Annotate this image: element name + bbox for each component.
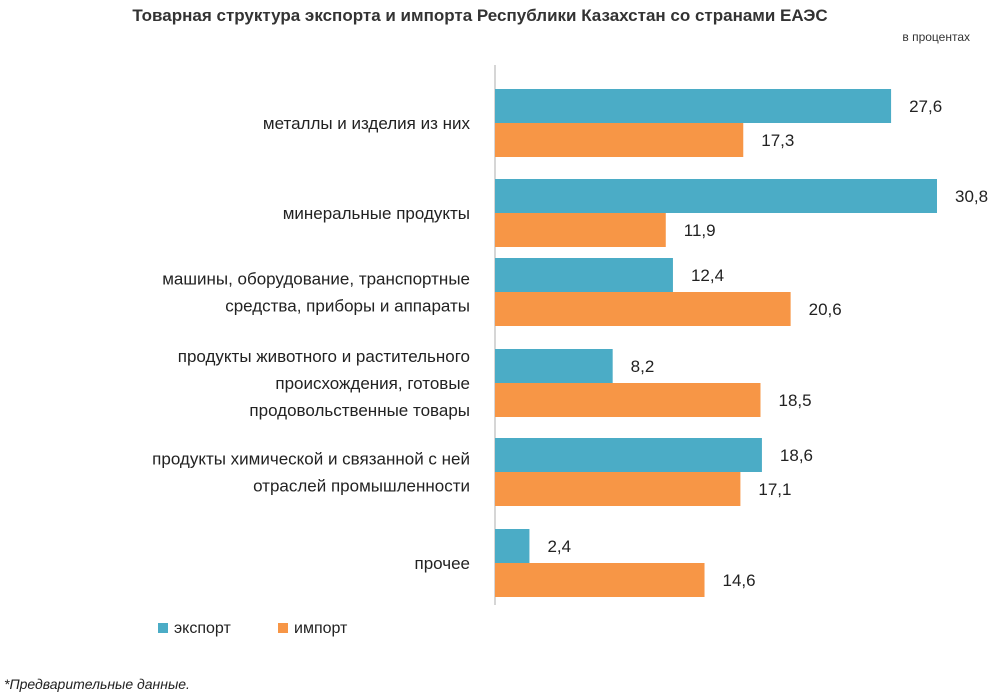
- data-label: 18,6: [780, 446, 813, 465]
- category-label: средства, приборы и аппараты: [225, 297, 470, 316]
- legend-label: экспорт: [174, 620, 231, 637]
- data-label: 17,3: [761, 131, 794, 150]
- category-label: машины, оборудование, транспортные: [162, 270, 470, 289]
- bar-импорт: [495, 563, 705, 597]
- bar-импорт: [495, 383, 761, 417]
- bar-импорт: [495, 292, 791, 326]
- legend-label: импорт: [294, 620, 348, 637]
- bar-экспорт: [495, 438, 762, 472]
- data-label: 27,6: [909, 97, 942, 116]
- data-label: 12,4: [691, 266, 724, 285]
- category-label: продовольственные товары: [249, 401, 470, 420]
- chart-subtitle: в процентах: [902, 30, 970, 44]
- bar-экспорт: [495, 349, 613, 383]
- legend-swatch-экспорт: [158, 623, 168, 633]
- bar-импорт: [495, 472, 741, 506]
- category-label: металлы и изделия из них: [263, 114, 471, 133]
- bar-экспорт: [495, 529, 530, 563]
- bar-экспорт: [495, 89, 892, 123]
- bar-импорт: [495, 123, 744, 157]
- data-label: 20,6: [809, 300, 842, 319]
- category-label: отраслей промышленности: [253, 477, 470, 496]
- bar-экспорт: [495, 258, 673, 292]
- data-label: 8,2: [631, 357, 655, 376]
- legend-swatch-импорт: [278, 623, 288, 633]
- category-label: происхождения, готовые: [275, 374, 470, 393]
- category-label: минеральные продукты: [283, 204, 470, 223]
- category-label: продукты животного и растительного: [178, 347, 470, 366]
- data-label: 18,5: [778, 391, 811, 410]
- footnote: *Предварительные данные.: [4, 676, 190, 692]
- bar-импорт: [495, 213, 666, 247]
- data-label: 30,8: [955, 187, 988, 206]
- category-label: продукты химической и связанной с ней: [152, 450, 470, 469]
- chart-title: Товарная структура экспорта и импорта Ре…: [132, 6, 828, 25]
- data-label: 17,1: [758, 480, 791, 499]
- data-label: 11,9: [684, 221, 716, 240]
- data-label: 2,4: [547, 537, 571, 556]
- bar-экспорт: [495, 179, 937, 213]
- category-label: прочее: [414, 554, 470, 573]
- data-label: 14,6: [723, 571, 756, 590]
